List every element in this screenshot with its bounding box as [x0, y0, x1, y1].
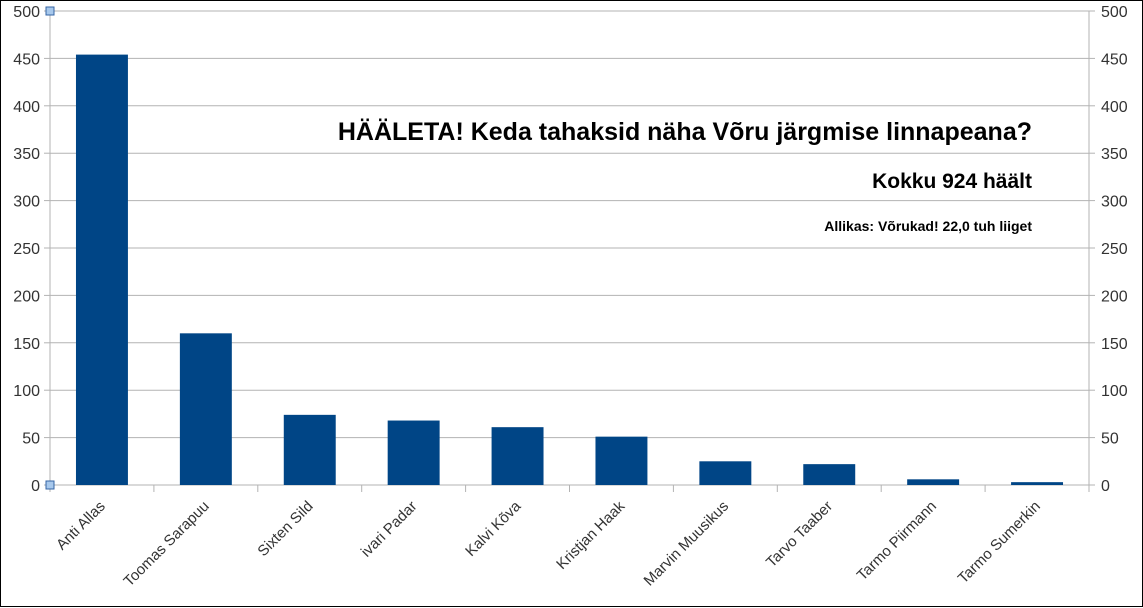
bar	[491, 427, 544, 485]
x-category-label: Kristjan Haak	[553, 497, 628, 572]
bar	[179, 333, 232, 485]
chart-source-note: Allikas: Võrukad! 22,0 tuh liiget	[824, 218, 1032, 234]
y-axis-left-ticks: 0 50 100 150 200 250 300 350 400 450 500	[13, 4, 40, 495]
chart-subtitle: Kokku 924 häält	[872, 170, 1032, 193]
x-axis-categories: Anti Allas Toomas Sarapuu Sixten Sild ivari…	[53, 497, 1044, 590]
bar	[283, 414, 336, 485]
bar	[907, 479, 960, 485]
y-tick-label-right: 450	[1101, 51, 1128, 68]
x-category-label: Tarvo Taaber	[763, 498, 836, 571]
x-category-label: Tarmo Sumerkin	[955, 498, 1044, 587]
x-category-label: Toomas Sarapuu	[120, 498, 212, 590]
x-category-label: ivari Padar	[358, 498, 421, 561]
x-category-label: Marvin Muusikus	[641, 498, 733, 590]
y-axis-right-ticks: 0 50 100 150 200 250 300 350 400 450 500	[1101, 4, 1128, 495]
x-category-label: Anti Allas	[53, 498, 109, 554]
y-tick-label-right: 400	[1101, 99, 1128, 116]
bar	[387, 420, 440, 485]
y-tick-label-right: 0	[1101, 478, 1110, 495]
bars	[75, 54, 1064, 485]
y-tick-label-left: 450	[13, 51, 40, 68]
bar	[1011, 482, 1064, 485]
y-tick-label-left: 50	[22, 431, 40, 448]
y-tick-label-left: 0	[31, 478, 40, 495]
y-tick-label-right: 100	[1101, 383, 1128, 400]
selection-handles	[45, 6, 55, 490]
y-tick-label-left: 200	[13, 288, 40, 305]
y-tick-label-right: 250	[1101, 241, 1128, 258]
y-tick-label-left: 250	[13, 241, 40, 258]
chart-title: HÄÄLETA! Keda tahaksid näha Võru järgmis…	[338, 118, 1032, 146]
y-tick-label-right: 500	[1101, 4, 1128, 21]
selection-handle[interactable]	[45, 480, 55, 490]
y-tick-label-left: 500	[13, 4, 40, 21]
x-category-label: Tarmo Piirmann	[854, 498, 940, 584]
selection-handle[interactable]	[45, 6, 55, 16]
bar	[595, 436, 648, 485]
y-tick-label-right: 50	[1101, 431, 1119, 448]
bar	[699, 461, 752, 485]
bar	[803, 464, 856, 485]
bar	[75, 54, 128, 485]
y-tick-label-left: 350	[13, 146, 40, 163]
y-tick-label-right: 350	[1101, 146, 1128, 163]
y-tick-label-left: 100	[13, 383, 40, 400]
y-tick-label-left: 400	[13, 99, 40, 116]
y-tick-label-right: 150	[1101, 336, 1128, 353]
y-tick-label-right: 200	[1101, 288, 1128, 305]
y-tick-label-left: 300	[13, 194, 40, 211]
y-tick-label-left: 150	[13, 336, 40, 353]
x-category-label: Sixten Sild	[254, 498, 316, 560]
y-tick-label-right: 300	[1101, 194, 1128, 211]
x-category-label: Kalvi Kõva	[462, 497, 525, 560]
